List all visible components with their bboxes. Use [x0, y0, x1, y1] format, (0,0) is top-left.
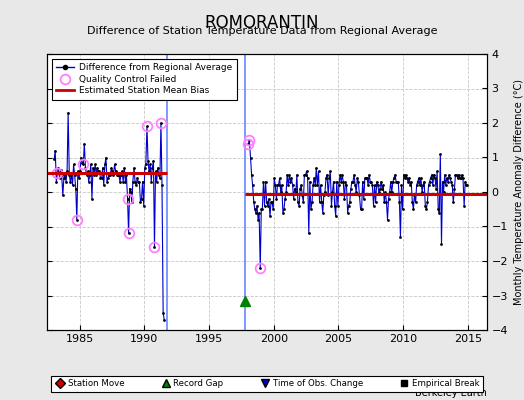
Y-axis label: Monthly Temperature Anomaly Difference (°C): Monthly Temperature Anomaly Difference (… — [514, 79, 523, 305]
Text: Berkeley Earth: Berkeley Earth — [416, 388, 487, 398]
Text: ROMORANTIN: ROMORANTIN — [205, 14, 319, 32]
Text: Difference of Station Temperature Data from Regional Average: Difference of Station Temperature Data f… — [87, 26, 437, 36]
Legend: Difference from Regional Average, Quality Control Failed, Estimated Station Mean: Difference from Regional Average, Qualit… — [52, 58, 236, 100]
Legend: Station Move, Record Gap, Time of Obs. Change, Empirical Break: Station Move, Record Gap, Time of Obs. C… — [51, 376, 483, 392]
